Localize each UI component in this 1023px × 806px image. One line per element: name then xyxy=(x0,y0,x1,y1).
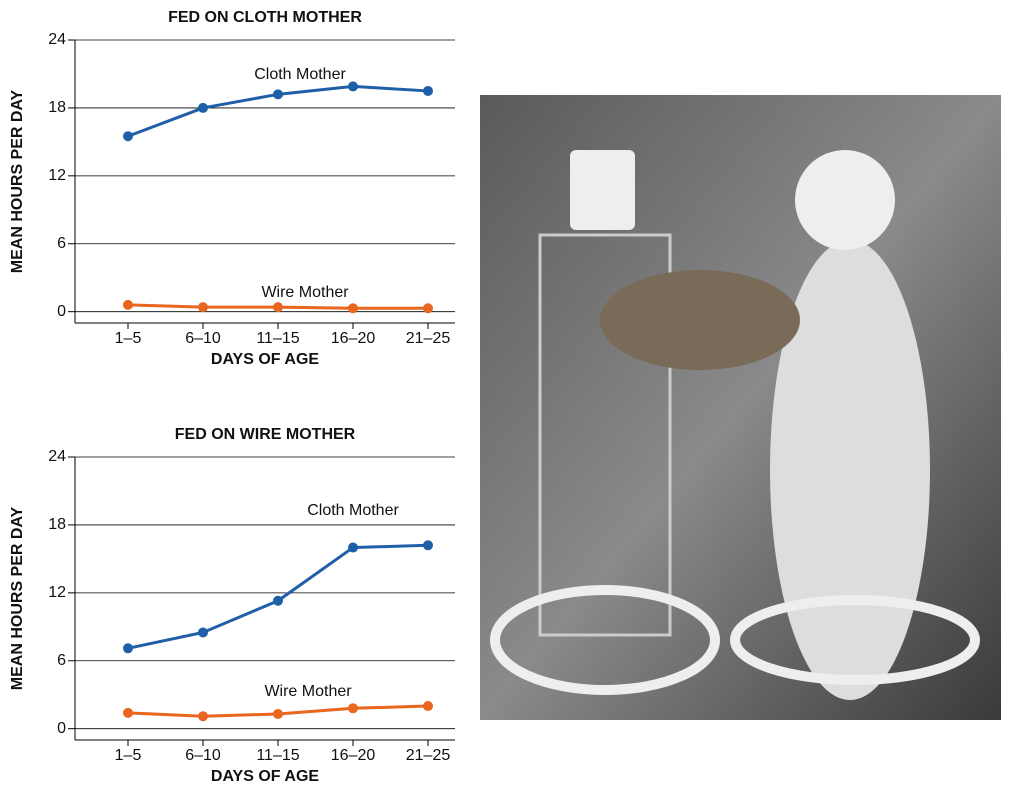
y-tick-label: 0 xyxy=(57,720,66,737)
chart: FED ON CLOTH MOTHER MEAN HOURS PER DAY DAY… xyxy=(9,9,455,368)
chart: FED ON WIRE MOTHER MEAN HOURS PER DAY DAYS… xyxy=(9,426,455,785)
point xyxy=(348,703,358,713)
point xyxy=(198,627,208,637)
point xyxy=(273,302,283,312)
x-tick-label: 21–25 xyxy=(406,747,451,764)
point xyxy=(273,596,283,606)
series-label: Cloth Mother xyxy=(307,502,399,519)
point xyxy=(123,300,133,310)
series-label: Cloth Mother xyxy=(254,66,346,83)
point xyxy=(423,86,433,96)
chart-title: FED ON CLOTH MOTHER xyxy=(168,9,362,26)
point xyxy=(348,303,358,313)
x-tick-label: 6–10 xyxy=(185,330,221,347)
x-tick-label: 1–5 xyxy=(115,330,142,347)
y-axis-label: MEAN HOURS PER DAY xyxy=(9,89,26,273)
x-tick-label: 21–25 xyxy=(406,330,451,347)
figure: FED ON CLOTH MOTHER MEAN HOURS PER DAY DAY… xyxy=(0,0,1023,806)
x-axis-label: DAYS OF AGE xyxy=(211,351,320,368)
y-tick-label: 24 xyxy=(48,448,66,465)
y-tick-label: 18 xyxy=(48,516,66,533)
point xyxy=(123,708,133,718)
photo xyxy=(480,95,1001,720)
point xyxy=(198,103,208,113)
x-tick-label: 11–15 xyxy=(256,747,299,764)
point xyxy=(423,540,433,550)
x-tick-label: 6–10 xyxy=(185,747,221,764)
point xyxy=(123,131,133,141)
y-axis-label: MEAN HOURS PER DAY xyxy=(9,506,26,690)
point xyxy=(423,303,433,313)
point xyxy=(198,711,208,721)
y-tick-label: 18 xyxy=(48,99,66,116)
x-tick-label: 16–20 xyxy=(331,330,376,347)
point xyxy=(348,81,358,91)
y-tick-label: 12 xyxy=(48,584,66,601)
point xyxy=(198,302,208,312)
point xyxy=(423,701,433,711)
point xyxy=(348,543,358,553)
x-tick-label: 16–20 xyxy=(331,747,376,764)
chart-title: FED ON WIRE MOTHER xyxy=(175,426,356,443)
point xyxy=(123,643,133,653)
x-tick-label: 11–15 xyxy=(256,330,299,347)
x-axis-label: DAYS OF AGE xyxy=(211,768,320,785)
series-label: Wire Mother xyxy=(261,284,349,301)
series-label: Wire Mother xyxy=(264,683,352,700)
y-tick-label: 6 xyxy=(57,652,66,669)
y-tick-label: 6 xyxy=(57,235,66,252)
page: {"chart_data": [ {"type": "line", "title… xyxy=(0,0,1023,806)
x-tick-label: 1–5 xyxy=(115,747,142,764)
y-tick-label: 12 xyxy=(48,167,66,184)
y-tick-label: 24 xyxy=(48,31,66,48)
y-tick-label: 0 xyxy=(57,303,66,320)
point xyxy=(273,89,283,99)
point xyxy=(273,709,283,719)
